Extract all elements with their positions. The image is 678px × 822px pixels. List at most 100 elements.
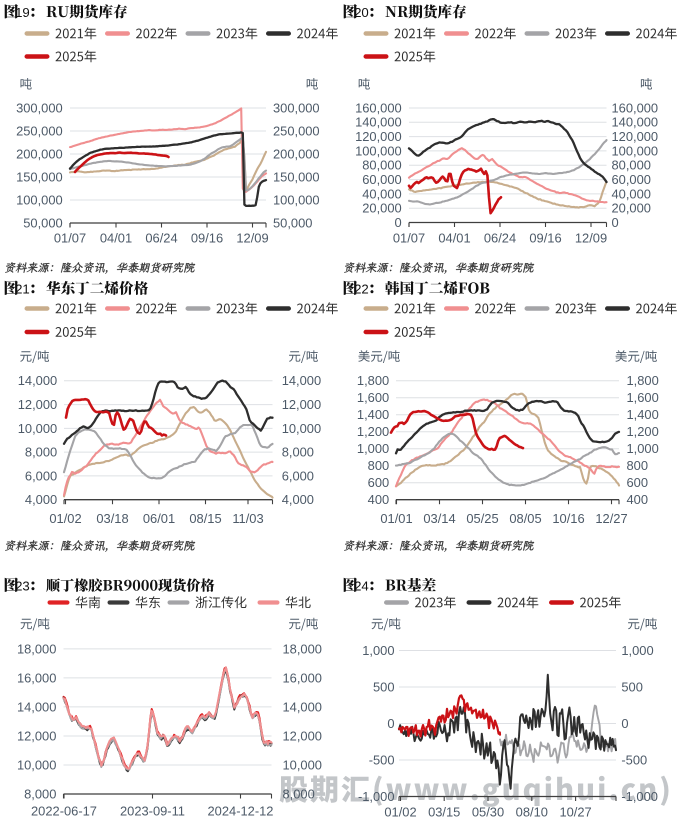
svg-text:800: 800 bbox=[627, 458, 649, 473]
svg-text:03/14: 03/14 bbox=[423, 511, 455, 526]
svg-text:50,000: 50,000 bbox=[23, 215, 62, 230]
svg-text:21: 21 bbox=[15, 282, 30, 297]
svg-text:12,000: 12,000 bbox=[282, 397, 321, 412]
svg-text:-1,000: -1,000 bbox=[621, 789, 658, 804]
svg-text:22: 22 bbox=[354, 282, 369, 297]
svg-text:20: 20 bbox=[354, 5, 369, 20]
svg-text:09/16: 09/16 bbox=[191, 230, 223, 245]
svg-text:09/16: 09/16 bbox=[529, 230, 561, 245]
svg-text:100,000: 100,000 bbox=[16, 192, 63, 207]
svg-text:20,000: 20,000 bbox=[612, 201, 651, 216]
svg-text:0: 0 bbox=[621, 716, 628, 731]
svg-text:10,000: 10,000 bbox=[17, 757, 56, 772]
svg-text:120,000: 120,000 bbox=[612, 129, 659, 144]
svg-text:10/27: 10/27 bbox=[559, 805, 591, 820]
svg-text:4,000: 4,000 bbox=[282, 492, 314, 507]
svg-text:250,000: 250,000 bbox=[16, 123, 63, 138]
svg-text:80,000: 80,000 bbox=[612, 158, 651, 173]
svg-text:08/15: 08/15 bbox=[189, 511, 221, 526]
svg-text:18,000: 18,000 bbox=[283, 641, 322, 656]
svg-text:100,000: 100,000 bbox=[355, 143, 402, 158]
svg-text:140,000: 140,000 bbox=[355, 115, 402, 130]
svg-text:1,000: 1,000 bbox=[627, 441, 659, 456]
svg-text:14,000: 14,000 bbox=[18, 373, 57, 388]
svg-text:05/30: 05/30 bbox=[472, 805, 504, 820]
svg-text:1,000: 1,000 bbox=[362, 643, 394, 658]
svg-text:1,400: 1,400 bbox=[627, 407, 659, 422]
svg-text:1,000: 1,000 bbox=[357, 441, 389, 456]
svg-text:20,000: 20,000 bbox=[362, 201, 401, 216]
svg-text:100,000: 100,000 bbox=[612, 143, 659, 158]
svg-text:160,000: 160,000 bbox=[612, 100, 659, 115]
svg-text:05/25: 05/25 bbox=[466, 511, 498, 526]
svg-text:12/09: 12/09 bbox=[575, 230, 607, 245]
svg-text:10,000: 10,000 bbox=[18, 421, 57, 436]
svg-text:18,000: 18,000 bbox=[17, 641, 56, 656]
svg-text:600: 600 bbox=[368, 475, 390, 490]
svg-text:12,000: 12,000 bbox=[18, 397, 57, 412]
svg-text:300,000: 300,000 bbox=[273, 100, 320, 115]
svg-text:14,000: 14,000 bbox=[282, 373, 321, 388]
svg-text:0: 0 bbox=[387, 716, 394, 731]
svg-text:200,000: 200,000 bbox=[16, 146, 63, 161]
svg-text:24: 24 bbox=[354, 579, 369, 594]
svg-text:1,600: 1,600 bbox=[627, 390, 659, 405]
svg-text:80,000: 80,000 bbox=[362, 158, 401, 173]
svg-text:-1,000: -1,000 bbox=[358, 789, 395, 804]
svg-text:01/02: 01/02 bbox=[384, 805, 416, 820]
svg-text:11/03: 11/03 bbox=[232, 511, 263, 526]
svg-text:-500: -500 bbox=[369, 752, 395, 767]
svg-text:03/18: 03/18 bbox=[96, 511, 128, 526]
svg-text:01/01: 01/01 bbox=[380, 511, 412, 526]
svg-text:1,800: 1,800 bbox=[357, 373, 389, 388]
svg-text:06/24: 06/24 bbox=[145, 230, 177, 245]
svg-text:1,000: 1,000 bbox=[621, 643, 653, 658]
svg-text:04/01: 04/01 bbox=[438, 230, 470, 245]
svg-text:50,000: 50,000 bbox=[273, 215, 312, 230]
svg-text:40,000: 40,000 bbox=[612, 186, 651, 201]
svg-text:60,000: 60,000 bbox=[362, 172, 401, 187]
svg-text:8,000: 8,000 bbox=[283, 786, 315, 801]
svg-text:-500: -500 bbox=[621, 752, 647, 767]
svg-text:1,200: 1,200 bbox=[357, 424, 389, 439]
svg-text:10,000: 10,000 bbox=[283, 757, 322, 772]
svg-text:160,000: 160,000 bbox=[355, 100, 402, 115]
svg-text:150,000: 150,000 bbox=[273, 169, 320, 184]
svg-text:140,000: 140,000 bbox=[612, 115, 659, 130]
svg-text:6,000: 6,000 bbox=[25, 468, 57, 483]
svg-text:14,000: 14,000 bbox=[17, 699, 56, 714]
svg-text:12/27: 12/27 bbox=[595, 511, 627, 526]
svg-text:08/05: 08/05 bbox=[509, 511, 541, 526]
svg-text:120,000: 120,000 bbox=[355, 129, 402, 144]
svg-text:150,000: 150,000 bbox=[16, 169, 63, 184]
svg-text:16,000: 16,000 bbox=[283, 670, 322, 685]
svg-text:10,000: 10,000 bbox=[282, 421, 321, 436]
svg-text:600: 600 bbox=[627, 475, 649, 490]
svg-text:10/16: 10/16 bbox=[552, 511, 584, 526]
svg-text:8,000: 8,000 bbox=[282, 445, 314, 460]
svg-text:400: 400 bbox=[368, 492, 390, 507]
svg-text:400: 400 bbox=[627, 492, 649, 507]
svg-text:01/07: 01/07 bbox=[54, 230, 86, 245]
svg-text:500: 500 bbox=[621, 679, 643, 694]
svg-text:03/15: 03/15 bbox=[428, 805, 460, 820]
svg-text:2023-09-11: 2023-09-11 bbox=[120, 803, 185, 818]
svg-text:8,000: 8,000 bbox=[25, 445, 57, 460]
svg-text:300,000: 300,000 bbox=[16, 100, 63, 115]
svg-text:250,000: 250,000 bbox=[273, 123, 320, 138]
svg-text:23: 23 bbox=[15, 579, 30, 594]
svg-text:06/01: 06/01 bbox=[143, 511, 175, 526]
svg-text:800: 800 bbox=[368, 458, 390, 473]
svg-text:200,000: 200,000 bbox=[273, 146, 320, 161]
svg-text:16,000: 16,000 bbox=[17, 670, 56, 685]
svg-text:0: 0 bbox=[395, 215, 402, 230]
svg-text:2022-06-17: 2022-06-17 bbox=[31, 803, 97, 818]
svg-text:12,000: 12,000 bbox=[283, 728, 322, 743]
svg-text:4,000: 4,000 bbox=[25, 492, 57, 507]
svg-text:6,000: 6,000 bbox=[282, 468, 314, 483]
svg-text:12/09: 12/09 bbox=[236, 230, 268, 245]
svg-text:2024-12-12: 2024-12-12 bbox=[208, 803, 274, 818]
svg-text:60,000: 60,000 bbox=[612, 172, 651, 187]
svg-text:01/02: 01/02 bbox=[49, 511, 81, 526]
svg-text:40,000: 40,000 bbox=[362, 186, 401, 201]
